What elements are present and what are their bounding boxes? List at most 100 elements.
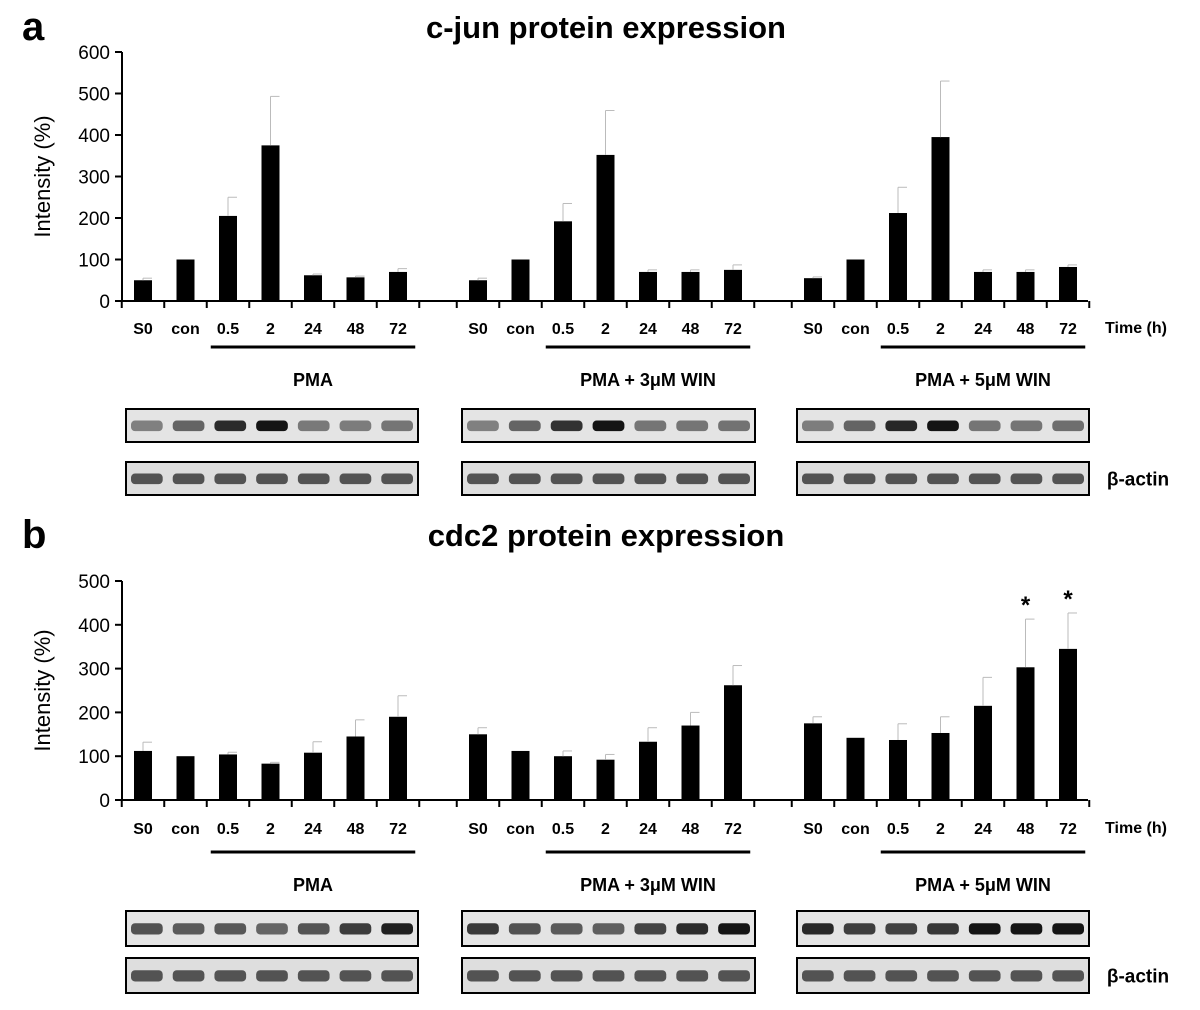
blot-band [927, 970, 959, 982]
significance-mark: * [1021, 592, 1031, 619]
chart-title: cdc2 protein expression [428, 518, 785, 553]
blot-band [256, 420, 288, 432]
blot-band [214, 923, 247, 935]
x-tick-label: 72 [724, 821, 742, 838]
blot-band [968, 923, 1001, 935]
blot-band [467, 420, 499, 432]
group-label: PMA [293, 370, 333, 390]
group-label: PMA + 5μM WIN [915, 370, 1051, 390]
bar [974, 271, 992, 301]
blot-band [927, 923, 959, 935]
blot-band [550, 473, 583, 485]
bar [511, 259, 530, 301]
bar [596, 759, 615, 800]
y-tick-label: 200 [78, 703, 110, 724]
blot-band [297, 420, 330, 432]
x-tick-label: S0 [468, 821, 488, 838]
bar [846, 259, 865, 301]
x-tick-label: 0.5 [887, 321, 909, 338]
blot-band [131, 970, 163, 982]
blot-band [339, 473, 372, 485]
blot-band [550, 923, 583, 935]
bar [974, 705, 992, 800]
bar [681, 271, 700, 301]
blot-band [802, 923, 834, 935]
blot-band [1052, 923, 1084, 935]
blot-band [467, 923, 499, 935]
x-tick-label: 2 [936, 821, 945, 838]
blot-band [1052, 970, 1084, 982]
blot-band [927, 473, 959, 485]
y-tick-label: 200 [78, 209, 110, 230]
blot-label: β-actin [1107, 470, 1169, 491]
blot-band [843, 420, 876, 432]
blot-band [592, 970, 625, 982]
y-tick-label: 500 [78, 85, 110, 106]
y-axis-label: Intensity (%) [30, 629, 55, 751]
blot-band [550, 970, 583, 982]
bar [134, 750, 152, 800]
y-tick-label: 300 [78, 660, 110, 681]
x-tick-label: 72 [389, 321, 407, 338]
x-tick-label: 0.5 [552, 321, 574, 338]
bar [1016, 667, 1035, 800]
bar [889, 739, 907, 800]
x-tick-label: S0 [803, 321, 823, 338]
x-tick-label: con [841, 321, 869, 338]
blot-band [718, 473, 750, 485]
blot-band [297, 473, 330, 485]
x-tick-label: 48 [347, 321, 365, 338]
blot-band [1010, 970, 1043, 982]
blot-band [214, 473, 247, 485]
blot-band [550, 420, 583, 432]
blot-band [676, 473, 709, 485]
blot-band [968, 420, 1001, 432]
x-tick-label: con [506, 321, 534, 338]
blot-band [256, 473, 288, 485]
bar [554, 221, 572, 301]
blot-band [381, 420, 413, 432]
blot-band [1010, 473, 1043, 485]
y-tick-label: 500 [78, 572, 110, 593]
bar [931, 732, 950, 800]
blot-band [508, 420, 541, 432]
x-tick-label: 48 [347, 821, 365, 838]
blot-band [802, 970, 834, 982]
x-tick-label: 0.5 [217, 821, 239, 838]
y-tick-label: 0 [99, 791, 110, 812]
y-tick-label: 100 [78, 747, 110, 768]
blot-band [802, 420, 834, 432]
blot-band [214, 420, 247, 432]
bar [596, 154, 615, 301]
x-tick-label: 2 [266, 821, 275, 838]
x-tick-label: S0 [133, 321, 153, 338]
bar [804, 278, 822, 301]
bar [261, 763, 280, 800]
panel-letter: a [22, 5, 45, 49]
bar [134, 280, 152, 301]
blot-band [339, 970, 372, 982]
bar [261, 145, 280, 301]
panel-letter: b [22, 513, 46, 557]
bar [554, 756, 572, 800]
blot-label: β-actin [1107, 967, 1169, 988]
x-tick-label: 2 [601, 821, 610, 838]
x-tick-label: 24 [304, 821, 322, 838]
bar [639, 271, 657, 301]
x-tick-label: 48 [682, 321, 700, 338]
blot-band [1052, 473, 1084, 485]
x-tick-label: 24 [974, 821, 992, 838]
x-tick-label: 0.5 [887, 821, 909, 838]
bar [1016, 271, 1035, 301]
blot-band [592, 923, 625, 935]
bar [724, 269, 742, 301]
x-tick-label: S0 [803, 821, 823, 838]
blot-band [592, 420, 625, 432]
blot-band [131, 923, 163, 935]
blot-band [131, 473, 163, 485]
bar [176, 259, 195, 301]
x-tick-label: 2 [936, 321, 945, 338]
x-tick-label: 2 [266, 321, 275, 338]
y-tick-label: 0 [99, 292, 110, 313]
blot-band [885, 923, 918, 935]
